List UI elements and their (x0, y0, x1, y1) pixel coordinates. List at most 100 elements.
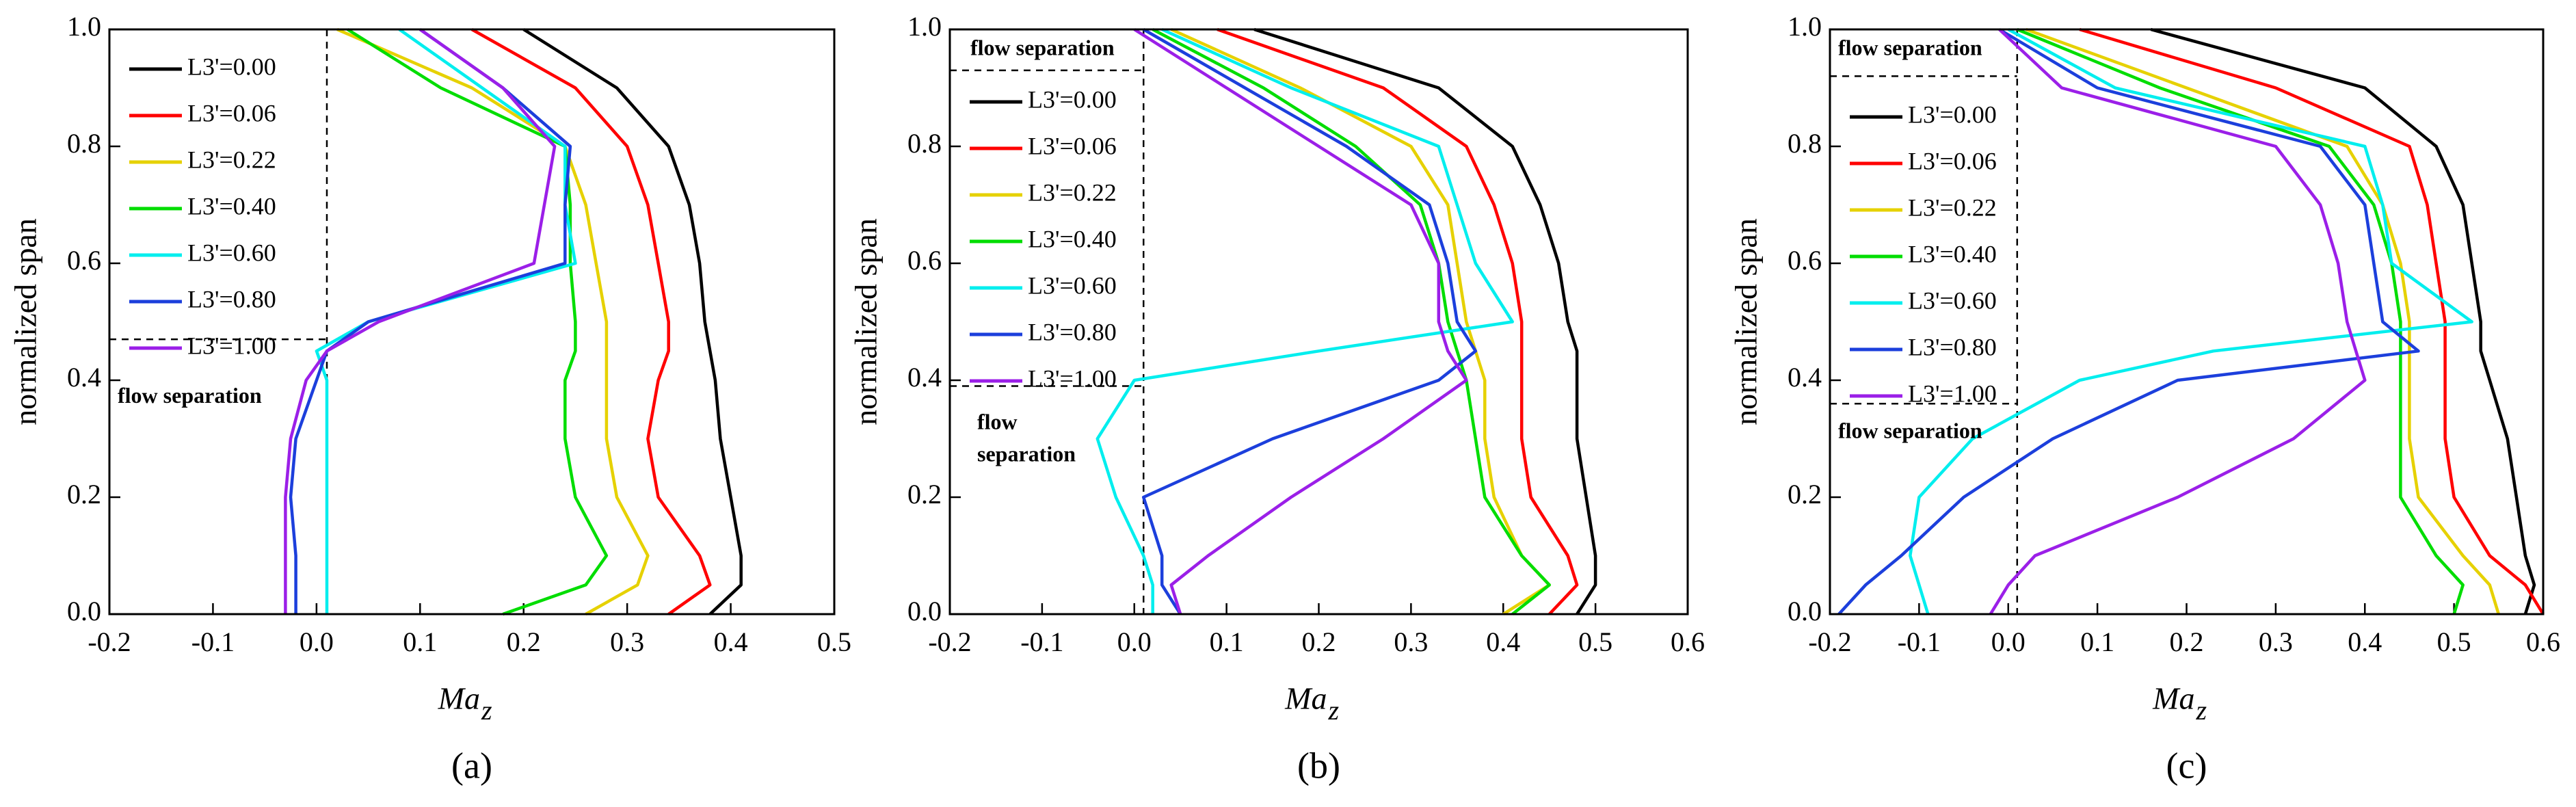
plot-frame (948, 28, 1689, 616)
x-tick-label: -0.2 (928, 626, 971, 657)
x-tick-label: 0.4 (2348, 626, 2382, 657)
series-line (1096, 27, 1514, 614)
legend-label: L3'=0.22 (1028, 178, 1117, 206)
y-tick-label: 1.0 (1788, 11, 1822, 42)
y-tick-label: 0.2 (907, 479, 942, 510)
legend-label: L3'=1.00 (1028, 365, 1117, 392)
x-tick-label: 0.1 (403, 626, 437, 657)
series-line (1989, 28, 2367, 616)
legend-label: L3'=0.00 (187, 53, 276, 80)
y-tick-label: 0.8 (67, 128, 101, 159)
y-tick-label: 1.0 (907, 11, 942, 42)
series-line (1909, 28, 2473, 615)
series-line (1253, 27, 1597, 616)
y-tick-label: 0.8 (907, 128, 942, 159)
legend-label: L3'=0.06 (187, 99, 276, 127)
x-tick-label: 0.1 (1210, 626, 1244, 657)
annotation: separation (977, 441, 1076, 466)
y-tick-label: 0.6 (1788, 245, 1822, 276)
y-tick-label: 0.4 (67, 362, 101, 393)
legend-label: L3'=0.22 (187, 146, 276, 173)
series-line (2079, 27, 2545, 616)
series-line (347, 28, 609, 616)
series-line (315, 28, 577, 614)
legend-label: L3'=0.60 (187, 239, 276, 266)
legend-label: L3'=0.80 (1908, 333, 1997, 360)
panel-label: (c) (2166, 745, 2207, 786)
x-axis-title-sub: z (2196, 695, 2207, 726)
panel-label: (a) (451, 745, 492, 786)
x-axis-title: Ma (1284, 681, 1327, 716)
plot-frame (1829, 28, 2545, 616)
y-tick-label: 0.6 (67, 245, 101, 276)
x-tick-label: -0.1 (1020, 626, 1063, 657)
y-axis-title: normalized span (849, 218, 884, 425)
x-axis-title-sub: z (481, 695, 492, 726)
legend-label: L3'=0.00 (1028, 85, 1117, 113)
annotation: flow separation (1838, 418, 1982, 442)
x-tick-label: 0.4 (1486, 626, 1520, 657)
series-line (522, 28, 743, 616)
legend-label: L3'=0.60 (1028, 272, 1117, 299)
series-line (1217, 27, 1579, 616)
x-tick-label: 0.2 (1302, 626, 1336, 657)
legend-label: L3'=1.00 (187, 332, 276, 359)
y-tick-label: 0.6 (907, 245, 942, 276)
y-tick-label: 0.0 (1788, 596, 1822, 626)
y-tick-label: 0.8 (1788, 128, 1822, 159)
annotation: flow separation (118, 383, 262, 408)
x-axis-title: Ma (2152, 681, 2194, 716)
x-axis-title: Ma (438, 681, 480, 716)
x-tick-label: 0.5 (2437, 626, 2471, 657)
x-tick-label: 0.6 (2526, 626, 2560, 657)
x-tick-label: -0.2 (88, 626, 131, 657)
legend-label: L3'=0.22 (1908, 194, 1997, 221)
y-tick-label: 0.2 (67, 479, 101, 510)
x-tick-label: 0.5 (817, 626, 851, 657)
y-tick-label: 0.4 (907, 362, 942, 393)
panel: -0.2 -0.1 0.0 0.1 0.2 0.3 0.4 0.5 0.6 0.0 0.2 0.4 0.… (849, 11, 1705, 786)
series-line (2016, 27, 2465, 615)
x-tick-label: 0.1 (2080, 626, 2114, 657)
y-tick-label: 0.4 (1788, 362, 1822, 393)
legend-label: L3'=0.40 (1908, 240, 1997, 267)
x-tick-label: 0.0 (1991, 626, 2026, 657)
series-line (2026, 27, 2500, 615)
series-line (1170, 27, 1551, 616)
y-tick-label: 0.2 (1788, 479, 1822, 510)
series-line (1133, 28, 1468, 615)
x-tick-label: -0.1 (1898, 626, 1941, 657)
x-tick-label: 0.5 (1578, 626, 1612, 657)
legend-label: L3'=0.00 (1908, 101, 1997, 128)
series-line (2150, 27, 2536, 615)
series-line (470, 28, 712, 616)
legend-label: L3'=0.06 (1908, 147, 1997, 174)
series-line (1152, 28, 1551, 616)
annotation: flow separation (970, 35, 1115, 59)
x-tick-label: 0.3 (1394, 626, 1428, 657)
x-tick-label: 0.2 (2170, 626, 2204, 657)
annotation: flow separation (1838, 35, 1982, 59)
legend-label: L3'=0.80 (187, 285, 276, 313)
legend-label: L3'=1.00 (1908, 380, 1997, 407)
legend-label: L3'=0.60 (1908, 287, 1997, 314)
panel-label: (b) (1297, 745, 1340, 786)
y-tick-label: 0.0 (907, 596, 942, 626)
plot-frame (108, 28, 836, 616)
x-tick-label: 0.0 (1117, 626, 1152, 657)
series-line (1837, 28, 2420, 616)
legend-label: L3'=0.80 (1028, 318, 1117, 345)
x-tick-label: -0.2 (1808, 626, 1851, 657)
legend-label: L3'=0.06 (1028, 132, 1117, 159)
y-axis-title: normalized span (1729, 218, 1764, 425)
y-tick-label: 0.0 (67, 596, 101, 626)
series-line (284, 28, 557, 614)
x-tick-label: 0.2 (507, 626, 541, 657)
annotation: flow (977, 409, 1018, 434)
x-tick-label: -0.1 (191, 626, 235, 657)
series-line (1141, 28, 1478, 616)
legend-label: L3'=0.40 (1028, 225, 1117, 252)
y-tick-label: 1.0 (67, 11, 101, 42)
